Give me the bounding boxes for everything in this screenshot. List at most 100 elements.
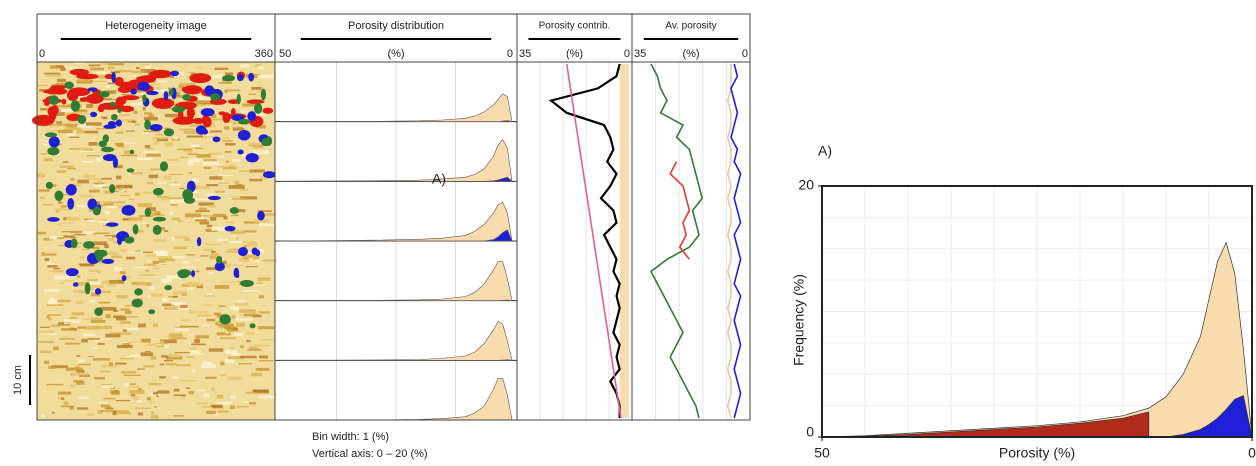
image-texture	[246, 340, 251, 343]
image-texture	[222, 281, 238, 283]
image-texture	[174, 88, 189, 92]
image-texture	[242, 103, 256, 107]
image-texture	[205, 376, 217, 379]
image-texture	[155, 252, 168, 256]
image-texture	[65, 126, 82, 131]
image-texture	[250, 177, 261, 180]
image-texture	[144, 112, 153, 115]
image-texture	[206, 410, 217, 414]
image-texture	[152, 260, 166, 264]
image-texture	[44, 252, 57, 254]
image-texture	[86, 103, 94, 108]
image-texture	[82, 161, 94, 164]
image-texture	[188, 310, 194, 314]
image-texture	[57, 224, 63, 226]
image-texture	[153, 239, 167, 242]
image-texture	[88, 269, 100, 272]
image-texture	[116, 344, 133, 349]
image-texture	[48, 366, 56, 369]
image-texture	[160, 340, 165, 345]
image-feature	[152, 225, 162, 235]
x-tick-label: 35	[519, 48, 531, 60]
image-texture	[78, 359, 86, 363]
image-texture	[136, 282, 152, 286]
image-texture	[124, 185, 133, 188]
image-texture	[236, 318, 254, 321]
x-tick-label: 35	[634, 48, 646, 60]
image-texture	[194, 259, 201, 261]
image-texture	[253, 145, 264, 149]
note: Bin width: 1 (%)	[312, 431, 389, 443]
image-texture	[43, 289, 60, 292]
image-texture	[49, 297, 55, 301]
image-texture	[209, 255, 223, 260]
image-texture	[253, 64, 263, 68]
image-texture	[187, 153, 198, 156]
image-texture	[37, 84, 48, 87]
image-texture	[87, 338, 101, 340]
image-texture	[53, 267, 61, 270]
image-texture	[80, 256, 85, 260]
image-texture	[150, 84, 159, 86]
distribution-area	[279, 201, 513, 242]
image-feature	[101, 258, 115, 264]
image-texture	[118, 188, 123, 191]
image-texture	[217, 238, 229, 242]
image-texture	[138, 298, 143, 301]
distribution-area	[280, 299, 513, 301]
image-feature	[114, 76, 124, 86]
image-texture	[149, 285, 155, 290]
image-feature	[172, 116, 195, 125]
image-texture	[137, 203, 153, 207]
image-texture	[152, 214, 165, 216]
image-texture	[257, 65, 263, 70]
image-texture	[196, 154, 211, 158]
image-feature	[117, 86, 132, 94]
image-texture	[61, 106, 71, 109]
image-texture	[216, 401, 232, 405]
image-texture	[83, 218, 94, 221]
image-texture	[211, 226, 229, 231]
image-feature	[230, 107, 236, 116]
image-feature	[189, 73, 212, 84]
image-texture	[46, 315, 50, 318]
image-texture	[103, 202, 114, 206]
image-texture	[77, 326, 88, 329]
image-texture	[162, 303, 175, 306]
image-texture	[244, 391, 259, 394]
image-texture	[134, 407, 152, 409]
image-texture	[105, 251, 118, 256]
image-texture	[82, 231, 97, 234]
image-feature	[247, 111, 257, 122]
image-texture	[206, 318, 215, 322]
image-texture	[189, 349, 200, 353]
image-texture	[208, 75, 225, 79]
image-texture	[116, 316, 127, 321]
image-texture	[125, 304, 139, 307]
image-feature	[115, 119, 123, 127]
image-feature	[72, 282, 79, 287]
image-texture	[132, 75, 137, 78]
image-texture	[228, 248, 239, 251]
image-texture	[254, 219, 270, 223]
image-texture	[229, 405, 235, 409]
image-texture	[105, 407, 114, 410]
image-texture	[158, 262, 167, 265]
image-texture	[234, 302, 249, 307]
image-texture	[174, 291, 187, 294]
image-texture	[255, 258, 262, 263]
image-texture	[255, 367, 270, 371]
image-texture	[91, 292, 100, 297]
image-texture	[161, 196, 170, 201]
image-texture	[215, 190, 226, 194]
image-texture	[240, 251, 256, 254]
image-feature	[97, 105, 105, 113]
track-curve	[649, 63, 704, 419]
image-texture	[170, 199, 187, 203]
image-texture	[122, 217, 131, 221]
image-texture	[210, 114, 217, 118]
y-tick-label: 20	[798, 177, 814, 193]
image-texture	[164, 113, 180, 118]
image-texture	[104, 90, 117, 94]
